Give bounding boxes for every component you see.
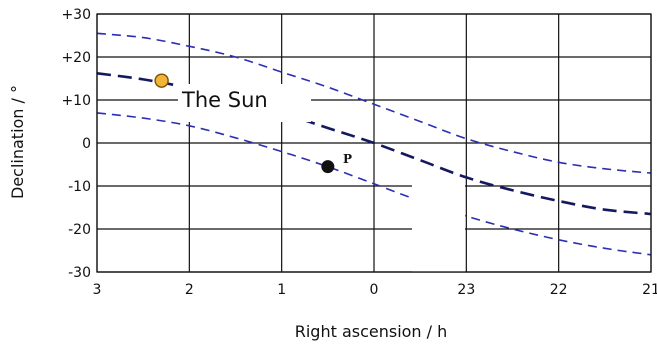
x-tick-label: 1 [277,282,286,298]
sun-label: The Sun [181,88,268,112]
x-tick-label: 21 [642,282,657,298]
y-axis-title: Declination / ° [8,85,27,199]
plot-border [96,13,652,273]
y-tick-label: 0 [82,136,91,152]
y-tick-labels: +30 +20 +10 0 -10 -20 -30 [61,7,91,281]
point-p-label: P [343,152,352,166]
label-masks [178,84,465,272]
y-tick-label: +10 [61,93,91,109]
plot-frame [96,13,652,273]
x-axis-title: Right ascension / h [295,322,448,341]
series-line-lower-limit [96,112,652,256]
markers [154,73,335,174]
y-tick-label: +30 [61,7,91,23]
x-tick-label: 22 [550,282,568,298]
y-tick-label: -20 [68,222,91,238]
point-p-marker [321,160,335,174]
x-tick-labels: 3 2 1 0 23 22 21 [93,282,657,298]
y-tick-label: +20 [61,50,91,66]
x-tick-label: 3 [93,282,102,298]
sun-label-mask [178,84,311,122]
y-tick-label: -10 [68,179,91,195]
series-line-upper-limit [96,32,652,174]
x-tick-label: 23 [457,282,475,298]
y-tick-label: -30 [68,265,91,281]
x-tick-label: 2 [185,282,194,298]
x-tick-label: 0 [370,282,379,298]
sun-marker [154,73,169,88]
lower-mask [412,184,465,272]
